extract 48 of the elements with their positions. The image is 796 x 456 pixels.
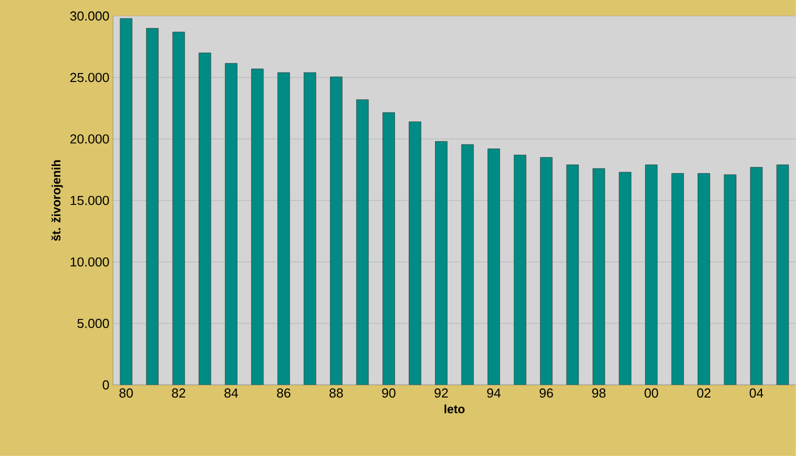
bar	[277, 72, 290, 385]
y-tick-label: 25.000	[70, 72, 109, 82]
bar	[408, 122, 422, 385]
bar	[514, 154, 526, 385]
bar	[146, 28, 159, 385]
bar	[382, 112, 395, 385]
x-tick-label: 02	[697, 388, 710, 398]
x-tick-label: 00	[644, 388, 658, 398]
bar	[488, 148, 500, 385]
y-tick-label: 20.000	[70, 134, 109, 144]
x-tick-label: 96	[540, 388, 553, 398]
y-tick-label: 15.000	[70, 196, 109, 206]
bar	[224, 63, 238, 385]
y-axis-title: št. živorojenih	[51, 160, 63, 241]
x-tick-label: 04	[750, 388, 764, 398]
bar	[198, 52, 212, 385]
bar	[776, 164, 789, 385]
x-tick-label: 86	[277, 388, 290, 398]
bar	[671, 173, 684, 385]
y-tick-label: 30.000	[70, 11, 109, 21]
y-tick-label: 10.000	[70, 257, 109, 267]
bar	[304, 72, 316, 385]
x-tick-label: 92	[434, 388, 448, 398]
bar	[540, 157, 552, 385]
x-tick-label: 82	[172, 388, 186, 398]
bar	[461, 144, 474, 385]
bar	[435, 141, 448, 385]
bar	[330, 76, 342, 385]
x-tick-label: 98	[592, 388, 606, 398]
bar	[645, 164, 658, 385]
x-tick-label: 88	[330, 388, 343, 398]
x-tick-label: 80	[119, 388, 133, 398]
bar	[618, 172, 632, 385]
bar	[750, 167, 763, 385]
bar	[566, 164, 579, 385]
bar	[120, 18, 132, 385]
bar	[251, 68, 264, 385]
bar	[592, 168, 606, 385]
x-tick-label: 94	[487, 388, 501, 398]
bar	[356, 99, 369, 385]
bar	[172, 32, 185, 385]
bar	[698, 173, 710, 385]
y-tick-label: 5.000	[77, 318, 109, 328]
x-axis-title: leto	[444, 404, 465, 414]
x-tick-label: 90	[382, 388, 396, 398]
y-tick-label: 0	[102, 380, 109, 390]
x-tick-label: 84	[224, 388, 238, 398]
bar	[724, 174, 736, 385]
